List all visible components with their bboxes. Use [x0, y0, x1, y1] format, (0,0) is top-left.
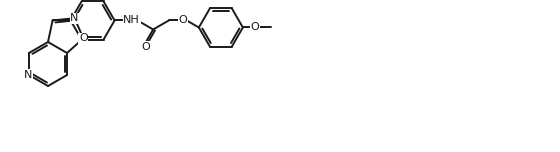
Text: O: O — [142, 42, 151, 52]
Text: N: N — [70, 13, 78, 23]
Text: O: O — [179, 16, 187, 26]
Text: O: O — [250, 22, 259, 33]
Text: O: O — [79, 33, 88, 43]
Text: NH: NH — [123, 16, 140, 26]
Text: N: N — [24, 70, 32, 80]
